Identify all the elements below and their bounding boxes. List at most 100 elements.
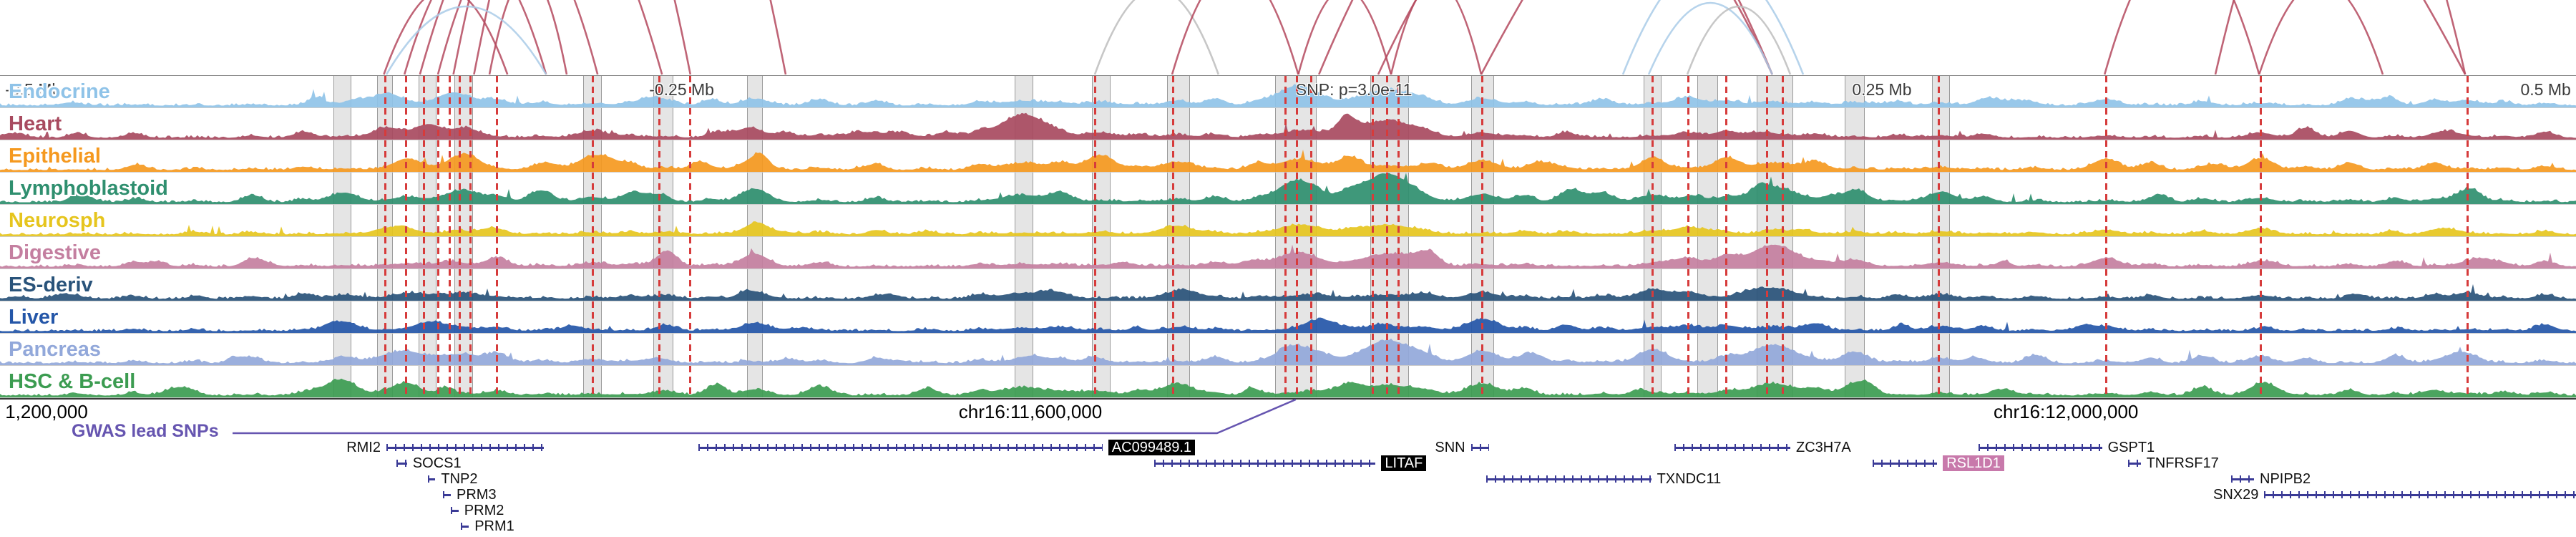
interaction-arc (1171, 0, 1299, 75)
signal-track-epithelial[interactable] (0, 140, 2576, 173)
highlight-band (333, 76, 352, 398)
snp-dashed-line (1284, 76, 1287, 398)
interaction-arc (385, 5, 547, 75)
ruler-label: chr16:11,600,000 (958, 401, 1103, 422)
interaction-arc (1480, 0, 2467, 75)
interaction-arc (488, 0, 568, 75)
gene-body-snx29[interactable] (2264, 491, 2576, 498)
gene-label-prm1[interactable]: PRM1 (474, 518, 514, 534)
snp-dashed-line (2467, 76, 2469, 398)
gene-body-tnfrsf17[interactable] (2127, 460, 2141, 467)
highlight-band (1275, 76, 1317, 398)
gene-label-gspt1[interactable]: GSPT1 (2107, 440, 2155, 455)
gene-body-litaf[interactable] (1153, 460, 1376, 467)
signal-track-digestive[interactable] (0, 237, 2576, 269)
interaction-arc (1647, 1, 1773, 75)
signal-area (0, 221, 2576, 236)
track-label[interactable]: Endocrine (9, 80, 110, 103)
gene-body-socs1[interactable] (396, 460, 407, 467)
interaction-arc (1297, 0, 1392, 75)
gene-body-prm3[interactable] (443, 491, 451, 498)
snp-dashed-line (1372, 76, 1375, 398)
gene-label-snx29[interactable]: SNX29 (2213, 487, 2259, 503)
position-label: SNP: p=3.0e-11 (1295, 80, 1413, 99)
track-label[interactable]: Lymphoblastoid (9, 177, 168, 200)
track-label[interactable]: Digestive (9, 241, 101, 264)
gene-label-socs1[interactable]: SOCS1 (412, 455, 462, 471)
gene-body-npipb2[interactable] (2230, 475, 2254, 483)
snp-dashed-line (1309, 76, 1312, 398)
gene-label-tnfrsf17[interactable]: TNFRSF17 (2146, 455, 2219, 471)
snp-dashed-line (1781, 76, 1784, 398)
signal-area (0, 284, 2576, 301)
gene-label-rmi2[interactable]: RMI2 (346, 440, 381, 455)
highlight-band (653, 76, 674, 398)
gene-label-litaf[interactable]: LITAF (1381, 455, 1427, 471)
snp-dashed-line (658, 76, 661, 398)
gene-body-snn[interactable] (1470, 444, 1489, 451)
track-label[interactable]: HSC & B-cell (9, 370, 136, 393)
snp-dashed-line (689, 76, 692, 398)
gene-label-ac099489-1[interactable]: AC099489.1 (1108, 440, 1195, 455)
track-area: -0.5 Mb -0.25 Mb SNP: p=3.0e-11 0.25 Mb 0.5 … (0, 75, 2576, 399)
snp-dashed-line (1724, 76, 1727, 398)
interaction-arc (403, 0, 547, 75)
track-label[interactable]: Neurosph (9, 209, 106, 232)
highlight-band (1697, 76, 1719, 398)
snp-dashed-line (1687, 76, 1690, 398)
interaction-arc (2214, 0, 2467, 75)
gene-body-rsl1d1[interactable] (1873, 460, 1938, 467)
gene-label-prm3[interactable]: PRM3 (457, 487, 497, 503)
signal-track-neurosph[interactable] (0, 205, 2576, 237)
snp-dashed-line (1937, 76, 1940, 398)
gene-body-rmi2[interactable] (386, 444, 544, 451)
gene-label-tnp2[interactable]: TNP2 (441, 471, 478, 487)
signal-area (0, 378, 2576, 397)
track-label[interactable]: ES-deriv (9, 274, 93, 296)
track-label[interactable]: Pancreas (9, 338, 101, 361)
gwas-track-label[interactable]: GWAS lead SNPs (72, 421, 219, 441)
gene-body-ac099489-1[interactable] (698, 444, 1103, 451)
gene-label-txndc11[interactable]: TXNDC11 (1657, 471, 1722, 487)
interaction-arc (436, 0, 599, 75)
gene-label-rsl1d1[interactable]: RSL1D1 (1943, 455, 2004, 471)
signal-track-lymphoblastoid[interactable] (0, 173, 2576, 205)
signal-track-hsc-b-cell[interactable] (0, 366, 2576, 398)
signal-track-pancreas[interactable] (0, 334, 2576, 366)
position-label: -0.5 Mb (5, 80, 62, 99)
signal-track-heart[interactable] (0, 108, 2576, 140)
signal-area (0, 150, 2576, 172)
gene-body-txndc11[interactable] (1486, 475, 1652, 483)
ruler-label: 1,200,000 (5, 401, 88, 422)
gene-body-zc3h7a[interactable] (1674, 444, 1790, 451)
track-label[interactable]: Liver (9, 306, 59, 329)
signal-area (0, 84, 2576, 107)
signal-track-es-deriv[interactable] (0, 269, 2576, 301)
signal-area (0, 112, 2576, 140)
gwas-leader (233, 398, 1297, 435)
track-label[interactable]: Heart (9, 112, 62, 135)
gene-label-snn[interactable]: SNN (1435, 440, 1465, 455)
highlight-band (1166, 76, 1191, 398)
gene-body-prm2[interactable] (451, 507, 459, 514)
gene-body-prm1[interactable] (461, 523, 469, 530)
gene-label-npipb2[interactable]: NPIPB2 (2260, 471, 2311, 487)
interaction-arcs (383, 0, 2467, 75)
signal-track-endocrine[interactable] (0, 76, 2576, 108)
signal-area (0, 338, 2576, 365)
track-label[interactable]: Epithelial (9, 145, 101, 168)
gene-label-prm2[interactable]: PRM2 (464, 503, 504, 518)
signal-area (0, 317, 2576, 333)
gene-body-tnp2[interactable] (427, 475, 436, 483)
gene-track: RMI2 SOCS1 TNP2 PRM3 PRM2 PRM1 AC099489.1 LITAF… (0, 438, 2576, 537)
snp-dashed-line (448, 76, 451, 398)
interaction-arc (1377, 0, 1773, 75)
ruler-label: chr16:12,000,000 (1993, 401, 2139, 422)
signal-track-liver[interactable] (0, 301, 2576, 334)
gene-label-zc3h7a[interactable]: ZC3H7A (1796, 440, 1851, 455)
snp-dashed-line (2259, 76, 2262, 398)
interaction-arc (383, 0, 509, 75)
snp-dashed-line (1296, 76, 1299, 398)
signal-area (0, 244, 2576, 268)
gene-body-gspt1[interactable] (1978, 444, 2102, 451)
